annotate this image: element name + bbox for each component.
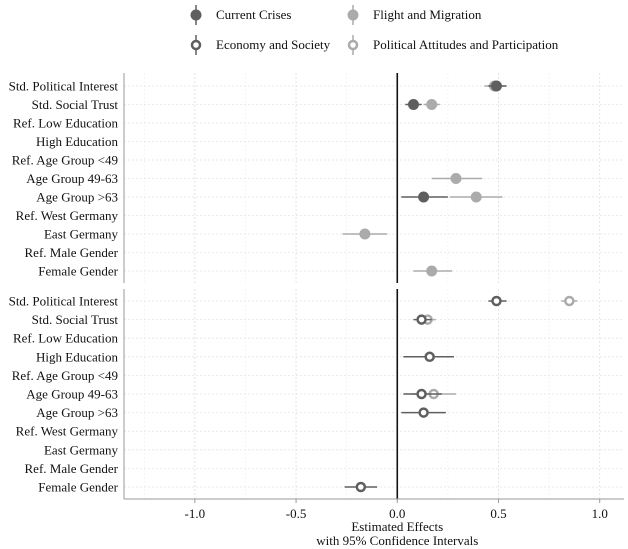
legend-marker-hollow [190,39,202,51]
point-estimate-filled [418,191,430,203]
point-estimate-hollow [564,295,575,307]
row-label: Std. Political Interest [9,79,119,94]
panels: Std. Political Interest Std. Social Trust… [9,73,624,499]
data-point [403,351,454,363]
row-label: Ref. Male Gender [25,461,119,476]
row-label: Age Group 49-63 [26,387,118,402]
legend-label: Political Attitudes and Participation [373,37,559,52]
row-label: Ref. Low Education [13,116,119,131]
row-label: High Education [36,349,118,364]
row-label: Std. Social Trust [32,97,119,112]
row-label: Age Group 49-63 [26,171,118,186]
x-axis-title: Estimated Effects [351,519,443,534]
legend-label: Current Crises [216,7,291,22]
series-economy [344,295,507,493]
data-point [413,265,452,277]
x-tick-label: -1.0 [185,506,206,521]
legend-label: Flight and Migration [373,7,482,22]
row-label: Female Gender [38,480,118,495]
point-estimate-filled [490,80,502,92]
data-point [413,314,432,325]
point-estimate-hollow [491,295,502,307]
data-point [449,191,503,203]
data-point [342,228,388,240]
data-point [401,407,446,418]
legend-item-current: Current Crises [190,5,291,25]
row-label: Ref. Age Group <49 [12,153,118,168]
point-estimate-hollow [418,407,429,418]
legend: Current Crises Flight and Migration Econom… [190,5,559,55]
data-point [423,99,440,110]
point-estimate-filled [426,99,438,110]
row-label: Ref. West Germany [16,424,119,439]
data-point [405,99,422,110]
legend-item-economy: Economy and Society [190,35,331,55]
x-tick-label: -0.5 [286,506,307,521]
point-estimate-filled [426,265,438,277]
legend-label: Economy and Society [216,37,331,52]
legend-item-flight: Flight and Migration [347,5,482,25]
row-label: High Education [36,134,118,149]
data-point [401,191,448,203]
panel-top: Std. Political Interest Std. Social Trust… [9,73,624,283]
data-point [488,80,507,92]
point-estimate-hollow [424,351,435,363]
data-point [403,388,442,400]
point-estimate-filled [470,191,482,203]
panel-bottom: Std. Political Interest Std. Social Trust… [9,289,624,499]
row-label: East Germany [44,227,119,242]
data-point [431,173,483,184]
row-label: East Germany [44,442,119,457]
series-flight [342,80,505,277]
legend-marker-hollow [347,39,359,51]
point-estimate-hollow [416,314,427,325]
point-estimate-hollow [416,388,427,400]
data-point [344,481,378,493]
point-estimate-hollow [355,481,367,493]
row-label: Female Gender [38,264,118,279]
x-tick-label: 1.0 [592,506,608,521]
series-political [411,295,578,400]
x-tick-label: 0.5 [490,506,506,521]
x-axis-title: with 95% Confidence Intervals [316,533,478,548]
row-label: Std. Political Interest [9,294,119,309]
row-label: Ref. Age Group <49 [12,368,118,383]
row-label: Age Group >63 [36,405,118,420]
series-current [401,80,507,203]
x-tick-label: 0.0 [389,506,405,521]
legend-item-political: Political Attitudes and Participation [347,35,559,55]
row-label: Ref. Low Education [13,331,119,346]
row-label: Std. Social Trust [32,312,119,327]
row-label: Ref. West Germany [16,208,119,223]
data-point [561,295,578,307]
point-estimate-filled [450,173,462,184]
row-label: Ref. Male Gender [25,245,119,260]
data-point [488,295,507,307]
point-estimate-filled [359,228,371,240]
legend-marker-filled [190,9,202,21]
point-estimate-filled [407,99,419,110]
row-label: Age Group >63 [36,190,118,205]
legend-marker-filled [347,9,359,21]
